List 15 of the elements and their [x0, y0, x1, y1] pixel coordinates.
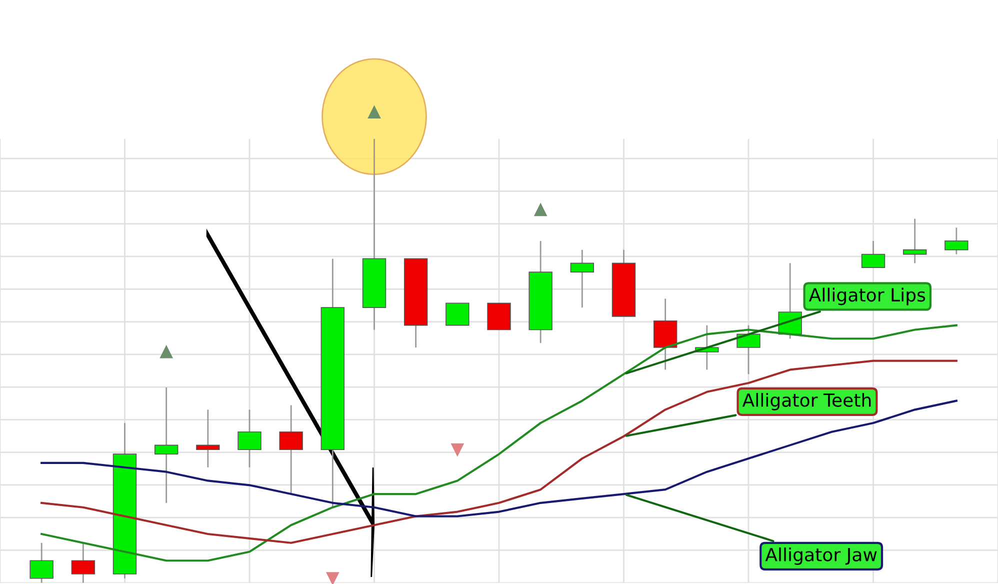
- candlestick: [736, 324, 760, 375]
- candlestick: [861, 240, 886, 268]
- text: Alligator Jaw: [765, 547, 877, 565]
- candlestick: [944, 226, 968, 255]
- candlestick: [30, 542, 54, 584]
- candlestick: [238, 408, 262, 468]
- candlestick: [570, 249, 594, 308]
- candlestick: [279, 404, 303, 495]
- candlestick: [154, 386, 178, 504]
- candlestick: [446, 302, 470, 326]
- candlestick: [196, 408, 220, 468]
- series-label: Alligator Lips: [808, 288, 926, 306]
- candlestick: [71, 542, 96, 584]
- series-label: Alligator Teeth: [742, 392, 871, 410]
- candlestick: [902, 218, 927, 264]
